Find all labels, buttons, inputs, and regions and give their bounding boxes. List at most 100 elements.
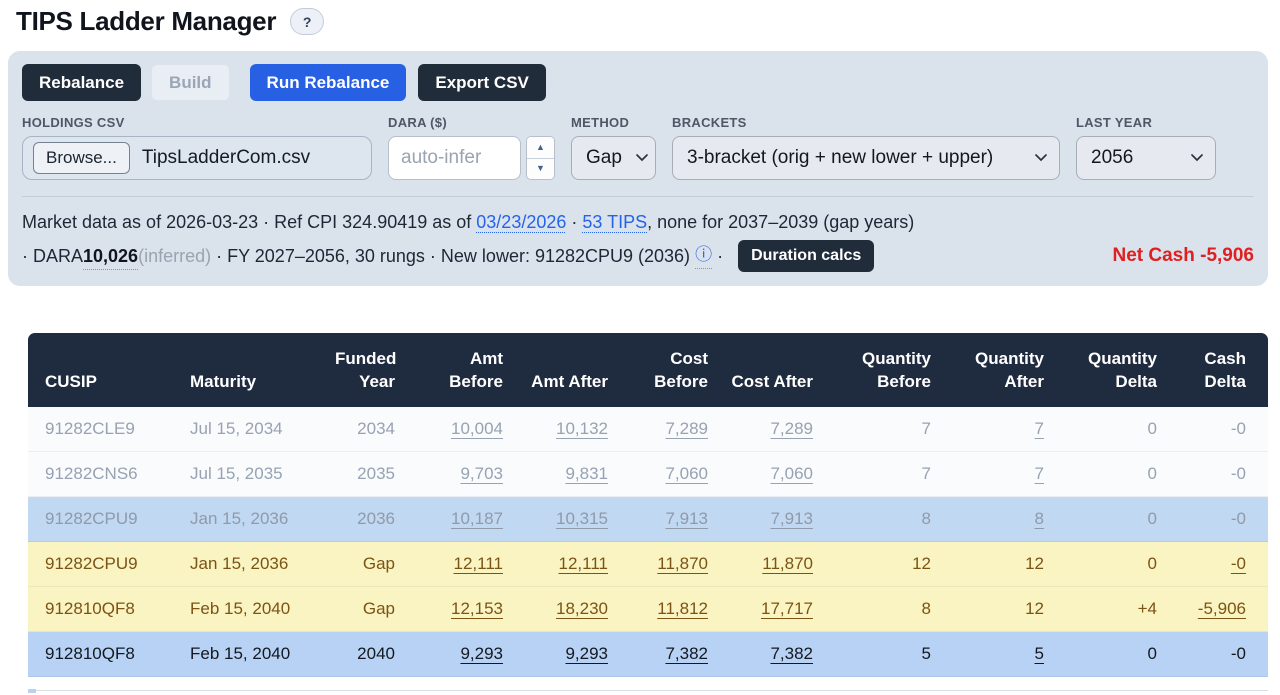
cell-value: 91282CPU9 — [45, 509, 138, 529]
cell-link[interactable]: 12,153 — [451, 599, 503, 619]
col-header-quantity-delta: Quantity Delta — [1064, 333, 1177, 407]
cell-link[interactable]: 10,132 — [556, 419, 608, 439]
brackets-value: 3-bracket (orig + new lower + upper) — [687, 147, 994, 168]
cell-link[interactable]: 11,812 — [657, 599, 708, 619]
status-text: · DARA — [22, 246, 84, 267]
cell-value: Jul 15, 2035 — [190, 464, 283, 484]
col-header-cost-after: Cost After — [728, 333, 833, 407]
help-icon[interactable]: ? — [290, 8, 325, 35]
separator: · — [566, 212, 583, 232]
table-row: 91282CLE9 Jul 15, 2034 2034 10,004 10,132 7,2… — [28, 406, 1268, 453]
control-panel: Rebalance Build Run Rebalance Export CSV HO… — [8, 51, 1268, 287]
cell-link[interactable]: 7,289 — [770, 419, 813, 439]
cell-link[interactable]: 11,870 — [762, 554, 813, 574]
cell-link[interactable]: 10,004 — [451, 419, 503, 439]
cell-link[interactable]: 7,289 — [665, 419, 708, 439]
cell-link[interactable]: 9,293 — [460, 644, 503, 664]
form-row: HOLDINGS CSV Browse... TipsLadderCom.csv… — [22, 115, 1254, 180]
cell-link[interactable]: -5,906 — [1197, 599, 1246, 619]
stepper-down-icon[interactable]: ▼ — [527, 158, 554, 179]
tips-count-link[interactable]: 53 TIPS — [582, 212, 648, 232]
ref-cpi-date-link[interactable]: 03/23/2026 — [476, 212, 567, 232]
rebalance-table: CUSIP Maturity Funded Year Amt Before Amt Af… — [28, 333, 1268, 678]
chevron-down-icon — [1191, 154, 1203, 162]
method-select[interactable]: Gap — [571, 136, 656, 180]
cell-link[interactable]: 9,831 — [565, 464, 608, 484]
rebalance-button[interactable]: Rebalance — [22, 64, 142, 101]
cell-link[interactable]: 7,060 — [770, 464, 813, 484]
cell-link[interactable]: 9,703 — [460, 464, 503, 484]
cell-value: 0 — [1147, 464, 1157, 484]
dara-input[interactable] — [388, 136, 521, 180]
dara-stepper[interactable]: ▲ ▼ — [526, 136, 555, 180]
cell-link[interactable]: 7,382 — [770, 644, 813, 664]
cell-value: 0 — [1147, 419, 1157, 439]
cell-link[interactable]: 7,913 — [665, 509, 708, 529]
net-cash-badge: Net Cash -5,906 — [1112, 245, 1254, 267]
cell-value: 2034 — [357, 419, 395, 439]
cell-value: 7 — [921, 419, 931, 439]
cell-link[interactable]: 7 — [1034, 464, 1044, 484]
bottom-rule — [36, 690, 1268, 692]
method-label: METHOD — [571, 115, 630, 130]
cell-value: Feb 15, 2040 — [190, 599, 291, 619]
table-row: 91282CNS6 Jul 15, 2035 2035 9,703 9,831 7,060… — [28, 451, 1268, 498]
cell-link[interactable]: 7,382 — [665, 644, 708, 664]
dara-inferred-value[interactable]: 10,026 — [83, 243, 139, 270]
cell-value: 91282CLE9 — [45, 419, 135, 439]
cell-link[interactable]: -0 — [1230, 554, 1246, 574]
page-title: TIPS Ladder Manager — [16, 6, 277, 36]
col-header-cusip: CUSIP — [28, 333, 173, 407]
cell-value: 12 — [1025, 554, 1044, 574]
cell-link[interactable]: 10,187 — [451, 509, 503, 529]
holdings-file-input[interactable]: Browse... TipsLadderCom.csv — [22, 136, 372, 180]
col-header-quantity-before: Quantity Before — [833, 333, 951, 407]
cell-link[interactable]: 9,293 — [565, 644, 608, 664]
col-header-amt-after: Amt After — [523, 333, 628, 407]
holdings-label: HOLDINGS CSV — [22, 115, 125, 130]
cell-link[interactable]: 10,315 — [556, 509, 608, 529]
cell-link[interactable]: 7,060 — [665, 464, 708, 484]
brackets-select[interactable]: 3-bracket (orig + new lower + upper) — [672, 136, 1060, 180]
cell-value: Jul 15, 2034 — [190, 419, 283, 439]
last-year-value: 2056 — [1091, 147, 1134, 168]
chevron-down-icon — [636, 154, 648, 162]
cell-link[interactable]: 18,230 — [556, 599, 608, 619]
table-row: 91282CPU9 Jan 15, 2036 2036 10,187 10,315 7,9… — [28, 496, 1268, 543]
table-body: 91282CLE9 Jul 15, 2034 2034 10,004 10,132 7,2… — [28, 406, 1268, 678]
last-year-label: LAST YEAR — [1076, 115, 1153, 130]
brackets-field: BRACKETS 3-bracket (orig + new lower + u… — [672, 115, 1060, 180]
status-text: · FY 2027–2056, 30 rungs · New lower: 91… — [211, 246, 696, 267]
cell-value: 12 — [1025, 599, 1044, 619]
table-row: 912810QF8 Feb 15, 2040 Gap 12,153 18,230 11,8… — [28, 586, 1268, 633]
browse-button[interactable]: Browse... — [33, 142, 130, 174]
next-row-sliver — [28, 689, 36, 694]
cell-link[interactable]: 8 — [1034, 509, 1044, 529]
brackets-label: BRACKETS — [672, 115, 747, 130]
cell-link[interactable]: 7 — [1034, 419, 1044, 439]
cell-value: -0 — [1230, 419, 1246, 439]
stepper-up-icon[interactable]: ▲ — [527, 137, 554, 159]
cell-link[interactable]: 5 — [1034, 644, 1044, 664]
toolbar: Rebalance Build Run Rebalance Export CSV — [22, 64, 1254, 101]
cell-link[interactable]: 17,717 — [761, 599, 813, 619]
status-text: , none for 2037–2039 (gap years) — [647, 212, 915, 232]
info-icon[interactable]: ⓘ — [695, 243, 713, 269]
cell-value: Gap — [362, 599, 395, 619]
status-text: Market data as of 2026-03-23 · Ref CPI 3… — [22, 212, 477, 232]
cell-link[interactable]: 12,111 — [453, 554, 503, 574]
last-year-select[interactable]: 2056 — [1076, 136, 1216, 180]
run-rebalance-button[interactable]: Run Rebalance — [249, 64, 407, 101]
export-csv-button[interactable]: Export CSV — [418, 64, 546, 101]
cell-value: 8 — [921, 509, 931, 529]
cell-link[interactable]: 7,913 — [770, 509, 813, 529]
build-button[interactable]: Build — [151, 64, 230, 101]
cell-value: 8 — [921, 599, 931, 619]
col-header-maturity: Maturity — [173, 333, 335, 407]
cell-value: +4 — [1137, 599, 1157, 619]
cell-link[interactable]: 12,111 — [558, 554, 608, 574]
cell-value: Feb 15, 2040 — [190, 644, 291, 664]
col-header-funded-year: Funded Year — [335, 333, 415, 407]
cell-link[interactable]: 11,870 — [657, 554, 708, 574]
duration-calcs-button[interactable]: Duration calcs — [738, 240, 875, 273]
